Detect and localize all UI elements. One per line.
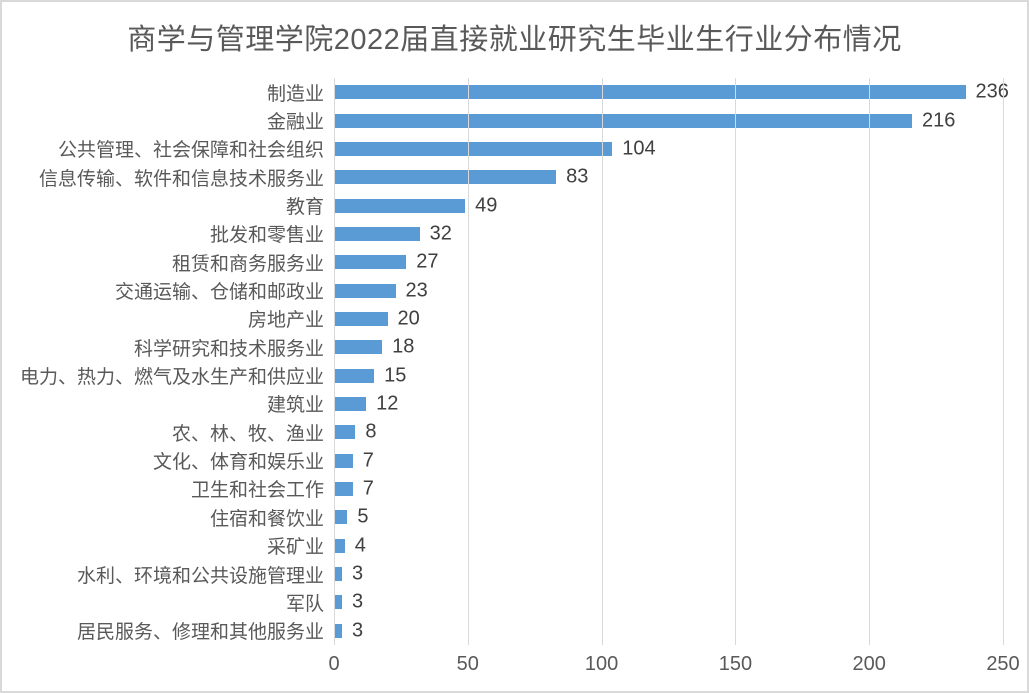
bar-row: 3 xyxy=(334,588,1003,616)
bar-row: 20 xyxy=(334,305,1003,333)
x-tick-label: 200 xyxy=(852,653,886,675)
category-label: 教育 xyxy=(285,197,324,219)
category-label: 科学研究和技术服务业 xyxy=(133,338,324,360)
value-label: 3 xyxy=(352,619,364,642)
bar xyxy=(334,368,375,383)
category-label: 信息传输、软件和信息技术服务业 xyxy=(38,168,324,190)
bar xyxy=(334,567,343,582)
category-label: 卫生和社会工作 xyxy=(190,480,324,502)
bar xyxy=(334,340,383,355)
bar xyxy=(334,170,557,185)
bar-row: 3 xyxy=(334,560,1003,588)
bar-row: 216 xyxy=(334,106,1003,134)
category-label: 电力、热力、燃气及水生产和供应业 xyxy=(19,367,324,389)
value-label: 3 xyxy=(352,590,364,613)
bar-row: 32 xyxy=(334,220,1003,248)
bar-row: 4 xyxy=(334,532,1003,560)
bar xyxy=(334,538,345,553)
category-label: 采矿业 xyxy=(266,537,324,559)
bar-row: 3 xyxy=(334,617,1003,645)
x-tick-label: 250 xyxy=(986,653,1020,675)
value-label: 20 xyxy=(397,307,420,330)
category-label: 建筑业 xyxy=(266,395,324,417)
value-label: 216 xyxy=(922,109,956,132)
category-label: 制造业 xyxy=(266,83,324,105)
category-label: 房地产业 xyxy=(247,310,324,332)
bar xyxy=(334,595,343,610)
bar xyxy=(334,510,348,525)
chart-title: 商学与管理学院2022届直接就业研究生毕业生行业分布情况 xyxy=(127,24,902,56)
bar xyxy=(334,141,613,156)
bar xyxy=(334,396,367,411)
bar-row: 8 xyxy=(334,418,1003,446)
bar-row: 7 xyxy=(334,446,1003,474)
bar-row: 27 xyxy=(334,248,1003,276)
gridline xyxy=(735,78,737,645)
value-label: 4 xyxy=(354,534,366,557)
category-label: 批发和零售业 xyxy=(209,225,324,247)
bar-row: 15 xyxy=(334,361,1003,389)
bar xyxy=(334,623,343,638)
category-label: 文化、体育和娱乐业 xyxy=(152,452,324,474)
bar xyxy=(334,255,407,270)
value-label: 7 xyxy=(362,449,374,472)
category-label: 农、林、牧、渔业 xyxy=(171,423,324,445)
gridline xyxy=(334,78,335,645)
bar xyxy=(334,311,388,326)
x-tick-label: 50 xyxy=(456,653,479,675)
bar xyxy=(334,453,353,468)
value-label: 49 xyxy=(475,194,498,217)
category-axis: 制造业金融业公共管理、社会保障和社会组织信息传输、软件和信息技术服务业教育批发和… xyxy=(2,78,324,645)
bar xyxy=(334,425,356,440)
value-label: 15 xyxy=(384,364,407,387)
category-label: 水利、环境和公共设施管理业 xyxy=(76,565,324,587)
value-label: 7 xyxy=(362,477,374,500)
bar xyxy=(334,85,966,100)
x-tick-label: 0 xyxy=(328,653,340,675)
category-label: 公共管理、社会保障和社会组织 xyxy=(57,140,324,162)
bar-row: 5 xyxy=(334,503,1003,531)
bar-row: 104 xyxy=(334,135,1003,163)
bar-row: 12 xyxy=(334,390,1003,418)
bar-series: 236 216 104 83 49 32 27 23 20 18 15 12 8 7 7 5 4 3 3 3 xyxy=(334,78,1009,645)
gridline xyxy=(1003,78,1004,645)
gridline xyxy=(601,78,603,645)
value-label: 104 xyxy=(622,137,656,160)
value-label: 23 xyxy=(405,279,428,302)
category-label: 金融业 xyxy=(266,112,324,134)
bar-row: 83 xyxy=(334,163,1003,191)
value-label: 12 xyxy=(376,392,399,415)
category-label: 交通运输、仓储和邮政业 xyxy=(114,282,324,304)
bar-row: 236 xyxy=(334,78,1009,106)
category-label: 军队 xyxy=(285,593,324,615)
bar xyxy=(334,481,353,496)
bar-row: 18 xyxy=(334,333,1003,361)
value-label: 8 xyxy=(365,420,377,443)
value-label: 5 xyxy=(357,505,369,528)
bar-row: 7 xyxy=(334,475,1003,503)
gridline xyxy=(467,78,469,645)
value-axis: 0 50 100 150 200 250 xyxy=(328,653,1019,681)
value-label: 18 xyxy=(392,335,415,358)
plot-area: 236 216 104 83 49 32 27 23 20 18 15 12 8 7 7 5 4 3 3 3 xyxy=(334,78,1009,645)
value-label: 27 xyxy=(416,250,439,273)
value-label: 83 xyxy=(566,165,589,188)
category-label: 租赁和商务服务业 xyxy=(171,253,324,275)
bar-row: 49 xyxy=(334,191,1003,219)
category-label: 住宿和餐饮业 xyxy=(209,508,324,530)
bar xyxy=(334,198,466,213)
gridline xyxy=(869,78,871,645)
bar-row: 23 xyxy=(334,276,1003,304)
bar xyxy=(334,113,913,128)
x-tick-label: 150 xyxy=(718,653,753,675)
bar xyxy=(334,226,420,241)
bar xyxy=(334,283,396,298)
category-label: 居民服务、修理和其他服务业 xyxy=(76,622,324,644)
value-label: 32 xyxy=(429,222,452,245)
value-label: 3 xyxy=(352,562,364,585)
value-label: 236 xyxy=(975,80,1009,103)
x-tick-label: 100 xyxy=(584,653,619,675)
